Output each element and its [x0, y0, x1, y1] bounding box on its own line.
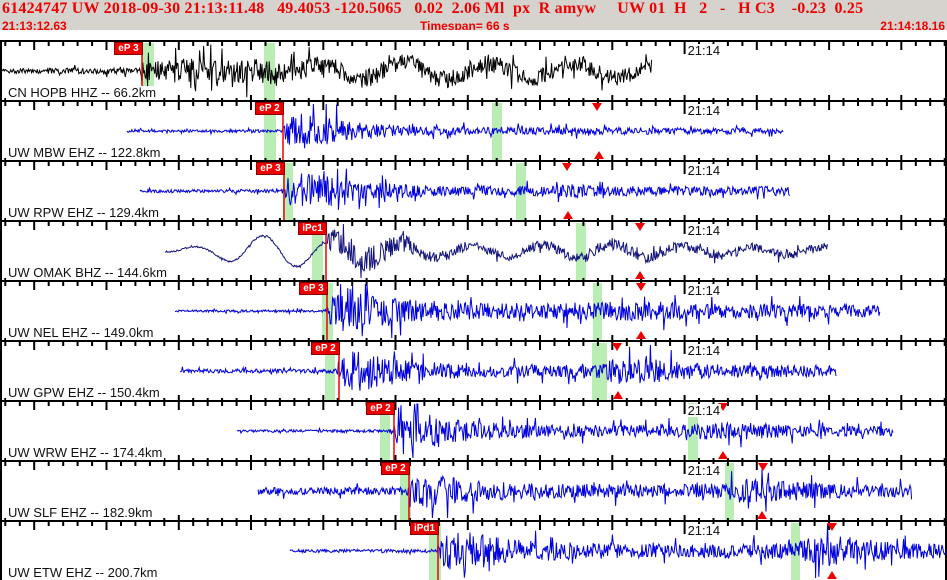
station-label-gpw: UW GPW EHZ -- 150.4km: [6, 385, 162, 400]
station-label-hopb: CN HOPB HHZ -- 66.2km: [6, 85, 159, 100]
station-label-wrw: UW WRW EHZ -- 174.4km: [6, 445, 165, 460]
station-label-etw: UW ETW EHZ -- 200.7km: [6, 565, 160, 580]
marker-triangle-up-nel[interactable]: [636, 331, 646, 339]
measure-band-omak: [312, 223, 323, 280]
trace-panel: eP 3 21:14 CN HOPB HHZ -- 66.2km eP 2 21:14 U…: [0, 30, 947, 580]
marker-triangle-up-etw[interactable]: [827, 571, 837, 579]
marker-triangle-up-slf[interactable]: [757, 511, 767, 519]
minute-mark-label: 21:14: [686, 523, 722, 538]
pick-flag-omak[interactable]: iPc1: [298, 222, 327, 235]
minute-mark-label: 21:14: [686, 463, 722, 478]
minute-mark-label: 21:14: [686, 163, 722, 178]
station-label-mbw: UW MBW EHZ -- 122.8km: [6, 145, 163, 160]
waveform-trace-slf[interactable]: [257, 469, 913, 519]
measure-band-nel: [593, 283, 602, 340]
minute-mark-label: 21:14: [686, 283, 722, 298]
measure-band-rpw: [283, 163, 293, 220]
station-label-rpw: UW RPW EHZ -- 129.4km: [6, 205, 161, 220]
pick-flag-nel[interactable]: eP 3: [299, 282, 328, 295]
marker-triangle-up-omak[interactable]: [635, 271, 645, 279]
measure-band-slf: [400, 463, 411, 520]
waveform-trace-wrw[interactable]: [236, 403, 894, 459]
pick-flag-wrw[interactable]: eP 2: [366, 402, 395, 415]
station-label-nel: UW NEL EHZ -- 149.0km: [6, 325, 156, 340]
marker-triangle-up-wrw[interactable]: [718, 451, 728, 459]
minute-mark-label: 21:14: [686, 223, 722, 238]
marker-triangle-down-mbw[interactable]: [592, 103, 602, 111]
waveform-trace-rpw[interactable]: [139, 168, 791, 210]
pick-flag-hopb[interactable]: eP 3: [114, 42, 143, 55]
waveform-trace-mbw[interactable]: [126, 103, 784, 149]
waveform-canvas: [0, 40, 947, 580]
marker-triangle-down-rpw[interactable]: [562, 163, 572, 171]
timespan-label: Timespan= 66 s: [420, 19, 510, 33]
marker-triangle-down-omak[interactable]: [635, 223, 645, 231]
minute-mark-label: 21:14: [686, 343, 722, 358]
waveform-trace-hopb[interactable]: [1, 44, 653, 98]
waveform-trace-etw[interactable]: [289, 523, 947, 579]
time-window-bar: 21:13:12.63 Timespan= 66 s 21:14:18.16: [0, 19, 947, 33]
marker-triangle-down-nel[interactable]: [636, 283, 646, 291]
marker-triangle-up-mbw[interactable]: [594, 151, 604, 159]
pick-flag-slf[interactable]: eP 2: [381, 462, 410, 475]
marker-triangle-up-gpw[interactable]: [613, 391, 623, 399]
pick-flag-mbw[interactable]: eP 2: [255, 102, 284, 115]
pick-flag-rpw[interactable]: eP 3: [256, 162, 285, 175]
pick-flag-etw[interactable]: iPd1: [410, 522, 439, 535]
marker-triangle-down-etw[interactable]: [827, 523, 837, 531]
minute-mark-label: 21:14: [686, 43, 722, 58]
event-summary-line: 61424747 UW 2018-09-30 21:13:11.48 49.40…: [2, 0, 864, 17]
timeline-grid: [0, 40, 947, 580]
minute-mark-label: 21:14: [686, 103, 722, 118]
station-label-slf: UW SLF EHZ -- 182.9km: [6, 505, 155, 520]
marker-triangle-down-slf[interactable]: [758, 463, 768, 471]
waveform-trace-gpw[interactable]: [179, 344, 837, 391]
pick-flag-gpw[interactable]: eP 2: [311, 342, 340, 355]
measure-band-omak: [576, 223, 586, 280]
marker-triangle-down-gpw[interactable]: [612, 343, 622, 351]
minute-mark-label: 21:14: [686, 403, 722, 418]
waveform-trace-nel[interactable]: [174, 283, 881, 339]
window-end-time: 21:14:18.16: [880, 19, 945, 33]
waveform-trace-omak[interactable]: [164, 223, 828, 279]
station-label-omak: UW OMAK BHZ -- 144.6km: [6, 265, 169, 280]
marker-triangle-up-rpw[interactable]: [563, 211, 573, 219]
window-start-time: 21:13:12.63: [2, 19, 67, 33]
